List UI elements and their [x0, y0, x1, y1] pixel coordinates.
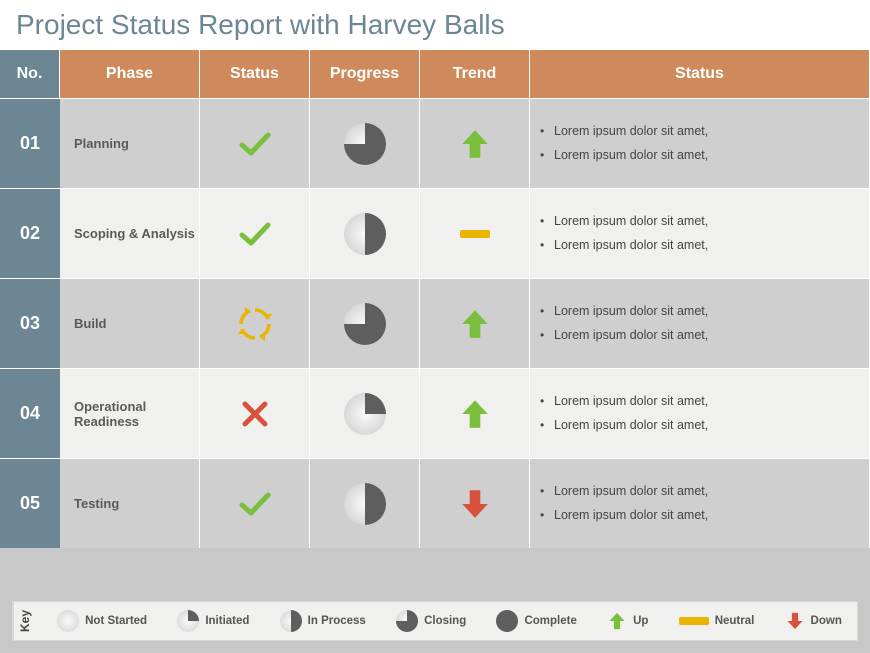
- table-row: 05 Testing Lorem ipsum dolor sit amet,Lo…: [0, 458, 870, 548]
- phase-label: Operational Readiness: [60, 368, 200, 458]
- legend-item: Neutral: [679, 615, 755, 627]
- harvey-ball-icon: [496, 610, 518, 632]
- trend-icon: [785, 611, 805, 631]
- harvey-ball-icon: [57, 610, 79, 632]
- legend-text: Neutral: [715, 615, 755, 627]
- harvey-ball-icon: [310, 458, 420, 548]
- table-row: 01 Planning Lorem ipsum dolor sit amet,L…: [0, 98, 870, 188]
- note-bullet: Lorem ipsum dolor sit amet,: [538, 390, 708, 414]
- legend-text: Up: [633, 615, 648, 627]
- table-row: 02 Scoping & Analysis Lorem ipsum dolor …: [0, 188, 870, 278]
- table-row: 03 Build Lorem ipsum dolor sit amet,Lore…: [0, 278, 870, 368]
- trend-icon: [607, 611, 627, 631]
- note-bullet: Lorem ipsum dolor sit amet,: [538, 480, 708, 504]
- status-icon: [200, 278, 310, 368]
- note-bullet: Lorem ipsum dolor sit amet,: [538, 300, 708, 324]
- legend-item: Complete: [496, 610, 576, 632]
- trend-icon: [679, 617, 709, 625]
- harvey-ball-icon: [177, 610, 199, 632]
- row-number: 02: [0, 188, 60, 278]
- legend-item: Down: [785, 611, 842, 631]
- header-note: Status: [530, 50, 870, 98]
- phase-label: Testing: [60, 458, 200, 548]
- header-progress: Progress: [310, 50, 420, 98]
- note-bullet: Lorem ipsum dolor sit amet,: [538, 504, 708, 528]
- note-bullet: Lorem ipsum dolor sit amet,: [538, 210, 708, 234]
- trend-icon: [420, 98, 530, 188]
- status-icon: [200, 98, 310, 188]
- legend-text: In Process: [308, 615, 366, 627]
- status-icon: [200, 458, 310, 548]
- harvey-ball-icon: [280, 610, 302, 632]
- trend-icon: [420, 188, 530, 278]
- row-number: 01: [0, 98, 60, 188]
- legend-item: Not Started: [57, 610, 147, 632]
- header-trend: Trend: [420, 50, 530, 98]
- legend-text: Down: [811, 615, 842, 627]
- status-icon: [200, 188, 310, 278]
- legend-text: Not Started: [85, 615, 147, 627]
- status-notes: Lorem ipsum dolor sit amet,Lorem ipsum d…: [530, 458, 870, 548]
- legend-item: Up: [607, 611, 648, 631]
- status-notes: Lorem ipsum dolor sit amet,Lorem ipsum d…: [530, 368, 870, 458]
- legend-item: Initiated: [177, 610, 249, 632]
- header-no: No.: [0, 50, 60, 98]
- status-table: No. Phase Status Progress Trend Status 0…: [0, 50, 870, 548]
- note-bullet: Lorem ipsum dolor sit amet,: [538, 414, 708, 438]
- harvey-ball-icon: [310, 368, 420, 458]
- trend-icon: [420, 458, 530, 548]
- legend-item: Closing: [396, 610, 466, 632]
- trend-icon: [420, 368, 530, 458]
- note-bullet: Lorem ipsum dolor sit amet,: [538, 120, 708, 144]
- harvey-ball-icon: [396, 610, 418, 632]
- legend-item: In Process: [280, 610, 366, 632]
- table-header: No. Phase Status Progress Trend Status: [0, 50, 870, 98]
- page-title: Project Status Report with Harvey Balls: [0, 0, 870, 50]
- legend-text: Complete: [524, 615, 576, 627]
- phase-label: Scoping & Analysis: [60, 188, 200, 278]
- table-row: 04 Operational Readiness Lorem ipsum dol…: [0, 368, 870, 458]
- row-number: 05: [0, 458, 60, 548]
- header-status: Status: [200, 50, 310, 98]
- note-bullet: Lorem ipsum dolor sit amet,: [538, 234, 708, 258]
- phase-label: Build: [60, 278, 200, 368]
- phase-label: Planning: [60, 98, 200, 188]
- legend-label: Key: [13, 602, 36, 640]
- row-number: 04: [0, 368, 60, 458]
- status-notes: Lorem ipsum dolor sit amet,Lorem ipsum d…: [530, 98, 870, 188]
- trend-icon: [420, 278, 530, 368]
- legend-text: Initiated: [205, 615, 249, 627]
- note-bullet: Lorem ipsum dolor sit amet,: [538, 144, 708, 168]
- note-bullet: Lorem ipsum dolor sit amet,: [538, 324, 708, 348]
- header-phase: Phase: [60, 50, 200, 98]
- harvey-ball-icon: [310, 98, 420, 188]
- status-icon: [200, 368, 310, 458]
- status-notes: Lorem ipsum dolor sit amet,Lorem ipsum d…: [530, 278, 870, 368]
- legend: Key Not Started Initiated In Process Clo…: [12, 601, 858, 641]
- page: Project Status Report with Harvey Balls …: [0, 0, 870, 653]
- harvey-ball-icon: [310, 188, 420, 278]
- status-notes: Lorem ipsum dolor sit amet,Lorem ipsum d…: [530, 188, 870, 278]
- row-number: 03: [0, 278, 60, 368]
- harvey-ball-icon: [310, 278, 420, 368]
- legend-text: Closing: [424, 615, 466, 627]
